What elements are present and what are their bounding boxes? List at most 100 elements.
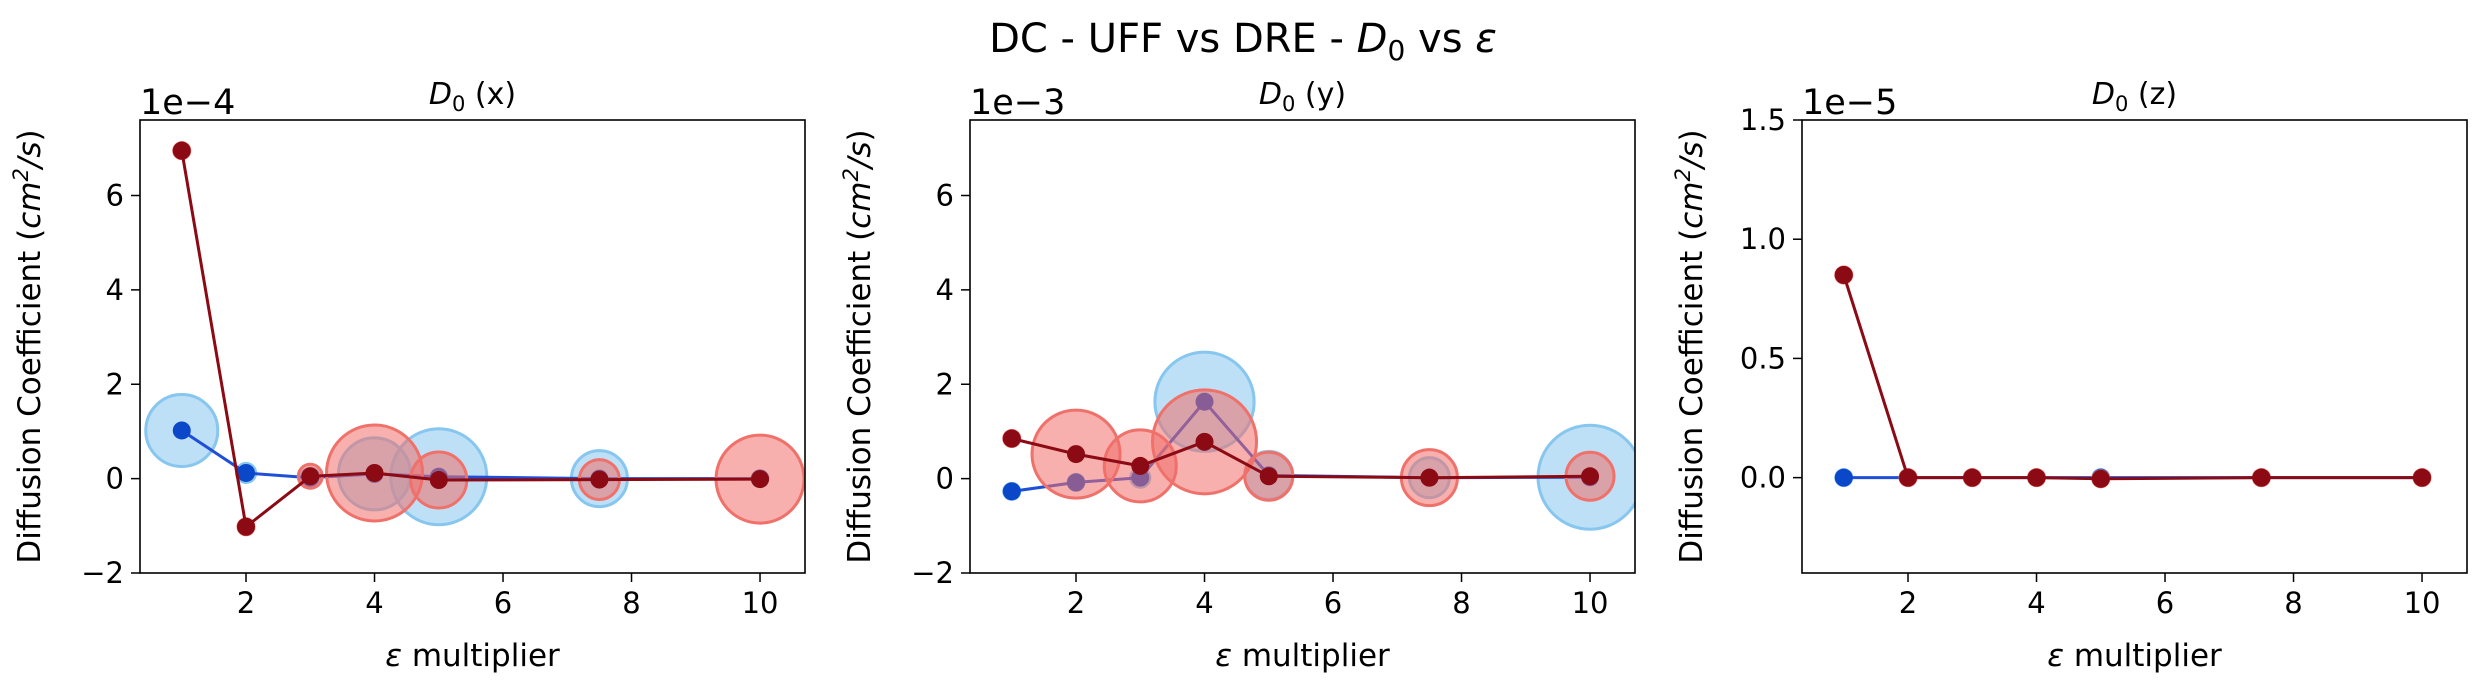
y-tick-label: −2 (911, 556, 954, 590)
y-axis-label-text: Diffusion Coefficient ( (12, 229, 48, 564)
dre-point (2027, 468, 2046, 487)
dre-point (365, 463, 384, 482)
x-axis-label: ε multiplier (385, 638, 560, 674)
axes-frame (1801, 119, 2468, 574)
dre-point (1834, 265, 1853, 284)
y-tick-label: 1.0 (1740, 222, 1786, 256)
dre-point (1899, 468, 1918, 487)
x-tick-label: 4 (2027, 586, 2045, 620)
uff-point (172, 421, 191, 440)
figure-title: DC - UFF vs DRE - D0 vs ε (989, 16, 1497, 67)
dre-series (1002, 388, 1616, 508)
figure-title-symbol: D (1357, 16, 1388, 62)
dre-point (1002, 429, 1021, 448)
dre-point (1195, 432, 1214, 451)
subplot-title-axis: (x) (465, 77, 516, 112)
subplot-title: D0 (y) (1259, 77, 1346, 116)
subplot-title-axis: (y) (1295, 77, 1346, 112)
axes-frame (139, 119, 806, 574)
y-tick-label: 4 (936, 273, 954, 307)
dre-point (1963, 468, 1982, 487)
y-axis-label-unit: cm (12, 181, 48, 228)
dre-point (1420, 468, 1439, 487)
x-axis-label-text: multiplier (402, 638, 560, 674)
dre-point (751, 470, 770, 489)
x-tick-label: 8 (2284, 586, 2302, 620)
dre-point (1581, 467, 1600, 486)
x-axis-label: ε multiplier (2047, 638, 2222, 674)
y-axis-label-unit-tail: /s (12, 142, 48, 172)
y-axis-label-text: Diffusion Coefficient ( (1674, 229, 1710, 564)
y-tick-label: 2 (936, 367, 954, 401)
y-tick-label: −2 (81, 556, 124, 590)
uff-point (1834, 468, 1853, 487)
x-axis-label-text: multiplier (1232, 638, 1390, 674)
x-axis-label-epsilon: ε (385, 638, 402, 674)
dre-point (2413, 468, 2432, 487)
x-tick-label: 6 (2156, 586, 2174, 620)
y-axis-label-superscript: 2 (9, 168, 33, 181)
subplot-title-subscript: 0 (1282, 92, 1295, 116)
y-axis-label-unit-tail: /s (842, 142, 878, 172)
x-tick-label: 4 (365, 586, 383, 620)
subplot-title-subscript: 0 (452, 92, 465, 116)
subplot-title-symbol: D (429, 77, 452, 112)
y-axis-label-unit: cm (842, 181, 878, 228)
dre-point (2091, 469, 2110, 488)
y-tick-label: 1.5 (1740, 103, 1786, 137)
x-tick-label: 8 (622, 586, 640, 620)
y-tick-label: 4 (106, 273, 124, 307)
dre-point (429, 471, 448, 490)
x-tick-label: 10 (742, 586, 779, 620)
y-axis-label: Diffusion Coefficient (cm2/s) (1671, 129, 1710, 563)
subplot-title: D0 (x) (429, 77, 516, 116)
y-tick-label: 2 (106, 367, 124, 401)
dre-point (1131, 456, 1150, 475)
x-axis-label-text: multiplier (2064, 638, 2222, 674)
y-tick-label: 0 (106, 462, 124, 496)
subplot-title: D0 (z) (2092, 77, 2177, 116)
dre-series (1834, 265, 2432, 489)
subplot-title-subscript: 0 (2115, 92, 2128, 116)
y-offset-label: 1e−4 (140, 83, 235, 123)
x-tick-label: 8 (1452, 586, 1470, 620)
dre-point (590, 470, 609, 489)
figure-title-mid: vs (1405, 16, 1475, 62)
x-tick-label: 10 (2404, 586, 2441, 620)
y-offset-label: 1e−5 (1802, 83, 1897, 123)
y-axis-label-superscript: 2 (1671, 168, 1695, 181)
y-tick-label: 6 (106, 179, 124, 213)
figure-title-subscript: 0 (1387, 34, 1405, 67)
dre-point (1259, 467, 1278, 486)
dre-point (301, 467, 320, 486)
x-tick-label: 6 (494, 586, 512, 620)
y-axis-label-unit: cm (1674, 181, 1710, 228)
y-offset-label: 1e−3 (970, 83, 1065, 123)
y-axis-label-close: ) (842, 129, 878, 141)
x-tick-label: 10 (1572, 586, 1609, 620)
y-tick-label: 0.5 (1740, 341, 1786, 375)
uff-point (237, 463, 256, 482)
dre-point (237, 517, 256, 536)
dre-point (2252, 468, 2271, 487)
y-axis-label-text: Diffusion Coefficient ( (842, 229, 878, 564)
axes-frame (969, 119, 1636, 574)
plot-area (1002, 350, 1635, 531)
plot-area (144, 141, 805, 537)
y-axis-label-superscript: 2 (839, 168, 863, 181)
subplot-title-axis: (z) (2128, 77, 2177, 112)
dre-series (172, 141, 805, 537)
x-tick-label: 4 (1195, 586, 1213, 620)
x-axis-label-epsilon: ε (1215, 638, 1232, 674)
dre-line (1842, 274, 2422, 481)
y-axis-label-close: ) (1674, 129, 1710, 141)
y-axis-label-unit-tail: /s (1674, 142, 1710, 172)
y-tick-label: 0.0 (1740, 461, 1786, 495)
y-tick-label: 0 (936, 462, 954, 496)
y-axis-label-close: ) (12, 129, 48, 141)
x-axis-label-epsilon: ε (2047, 638, 2064, 674)
subplot-title-symbol: D (2092, 77, 2115, 112)
